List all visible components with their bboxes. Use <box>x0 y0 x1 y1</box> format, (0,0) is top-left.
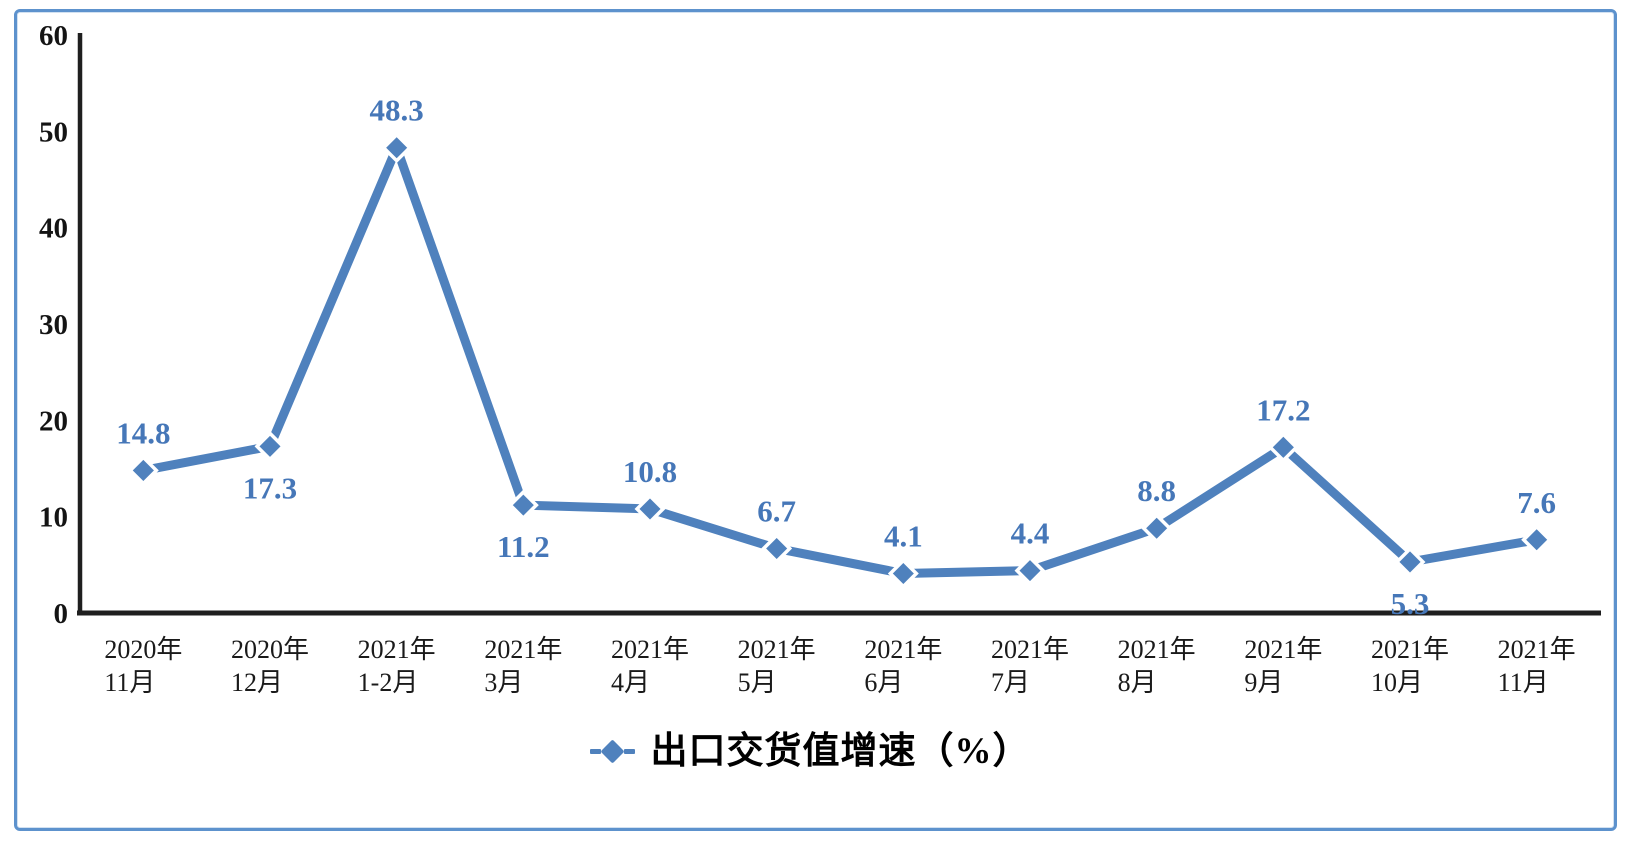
x-tick-label-year: 2020年 <box>231 635 309 664</box>
legend-dash-icon <box>589 749 601 754</box>
x-tick-label-year: 2021年 <box>611 635 689 664</box>
data-point-marker <box>507 489 539 521</box>
x-tick-label-month: 5月 <box>738 668 777 697</box>
data-point-marker <box>1267 431 1299 463</box>
y-tick-label: 60 <box>39 20 68 52</box>
x-tick-label-year: 2021年 <box>1244 635 1322 664</box>
data-point-label: 10.8 <box>623 454 677 489</box>
data-point-marker <box>254 430 286 462</box>
series-line <box>138 143 1542 579</box>
data-point-label: 7.6 <box>1517 485 1556 520</box>
x-tick-label-year: 2021年 <box>484 635 562 664</box>
x-tick-label-month: 11月 <box>1498 668 1549 697</box>
data-point-marker <box>381 132 413 164</box>
data-point-marker <box>1014 555 1046 587</box>
data-point-marker <box>1141 512 1173 544</box>
data-point-marker <box>887 558 919 589</box>
data-point-label: 4.4 <box>1011 516 1050 551</box>
y-tick-label: 0 <box>54 598 69 630</box>
legend: 出口交货值增速（%） <box>0 733 1620 770</box>
data-point-label: 14.8 <box>116 415 170 450</box>
x-tick-label-year: 2021年 <box>1498 635 1576 664</box>
data-point-label: 11.2 <box>497 529 550 564</box>
x-tick-label-month: 11月 <box>104 668 155 697</box>
data-point-label: 17.2 <box>1256 392 1310 427</box>
x-tick-label-year: 2021年 <box>1118 635 1196 664</box>
legend-label: 出口交货值增速（%） <box>650 731 1031 772</box>
x-tick-label-month: 6月 <box>864 668 903 697</box>
x-tick-label-year: 2021年 <box>864 635 942 664</box>
x-tick-label-month: 7月 <box>991 668 1030 697</box>
y-tick-label: 20 <box>39 405 68 437</box>
y-tick-label: 50 <box>39 116 68 148</box>
data-point-label: 4.1 <box>884 519 923 554</box>
x-tick-label-month: 9月 <box>1244 668 1283 697</box>
data-point-marker <box>1394 546 1426 578</box>
data-point-marker <box>1521 524 1553 556</box>
x-tick-label-month: 10月 <box>1371 668 1423 697</box>
x-tick-label-year: 2021年 <box>1371 635 1449 664</box>
data-point-label: 8.8 <box>1137 473 1176 508</box>
data-point-label: 6.7 <box>757 493 796 528</box>
data-point-marker <box>127 454 159 486</box>
data-point-label: 5.3 <box>1391 586 1430 621</box>
x-tick-label-month: 8月 <box>1118 668 1157 697</box>
y-tick-label: 10 <box>39 502 68 534</box>
x-tick-label-year: 2021年 <box>991 635 1069 664</box>
data-point-label: 48.3 <box>370 93 424 128</box>
y-tick-label: 40 <box>39 213 68 245</box>
x-tick-label-year: 2021年 <box>358 635 436 664</box>
data-point-marker <box>634 493 666 525</box>
data-point-marker <box>761 532 793 564</box>
legend-dash-icon <box>623 749 635 754</box>
legend-line-marker-icon <box>589 739 635 764</box>
y-tick-label: 30 <box>39 309 68 341</box>
x-tick-label-month: 12月 <box>231 668 283 697</box>
x-tick-label-month: 1-2月 <box>358 668 419 697</box>
data-point-label: 17.3 <box>243 470 297 505</box>
x-tick-label-year: 2021年 <box>738 635 816 664</box>
x-tick-label-month: 4月 <box>611 668 650 697</box>
x-tick-label-year: 2020年 <box>104 635 182 664</box>
legend-diamond-icon <box>599 739 625 764</box>
x-tick-label-month: 3月 <box>484 668 523 697</box>
